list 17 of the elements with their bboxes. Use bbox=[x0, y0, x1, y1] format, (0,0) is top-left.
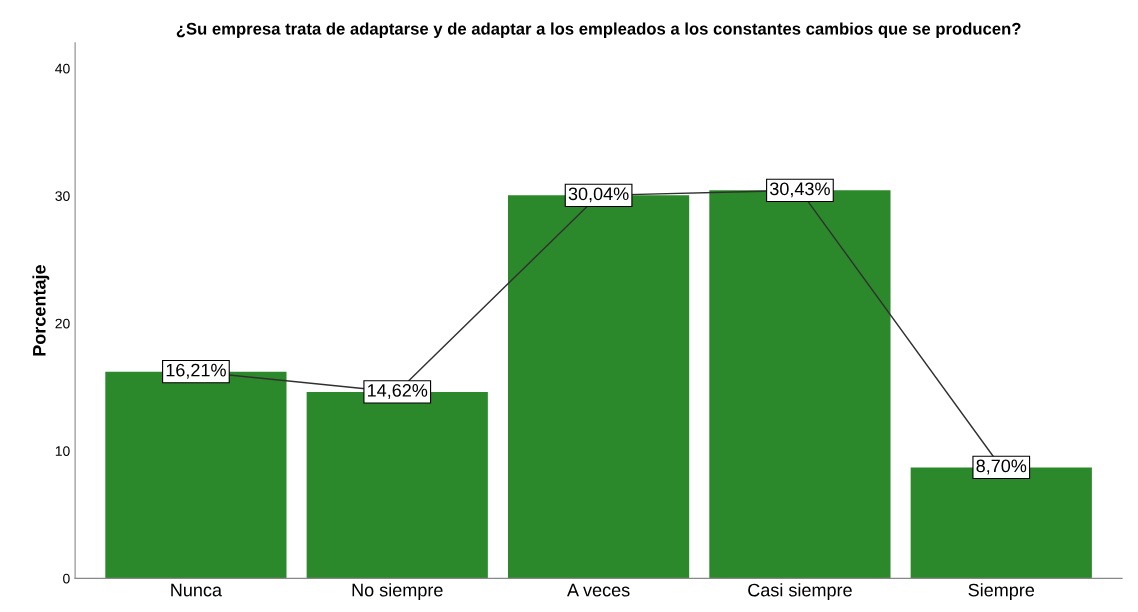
y-tick-label: 0 bbox=[63, 573, 70, 584]
data-label: 14,62% bbox=[368, 384, 428, 399]
y-tick-label: 30 bbox=[55, 191, 70, 202]
x-tick-label: Siempre bbox=[968, 583, 1035, 601]
x-tick-label: Nunca bbox=[171, 583, 223, 597]
y-tick-label: 40 bbox=[55, 63, 70, 74]
data-label: 30,04% bbox=[568, 187, 629, 203]
y-tick-label: 20 bbox=[55, 318, 70, 329]
data-label: 30,43% bbox=[770, 182, 830, 198]
y-tick-label: 10 bbox=[55, 446, 70, 457]
x-tick-label: A veces bbox=[567, 583, 630, 597]
data-label: 16,21% bbox=[166, 363, 226, 379]
x-tick-label: Casi siempre bbox=[748, 583, 852, 601]
x-tick-label: No siempre bbox=[352, 583, 443, 601]
chart-title: ¿Su empresa trata de adaptarse y de adaptar a los empleados a los constantes cambios que se producen? bbox=[176, 22, 1021, 38]
data-label: 8,70% bbox=[976, 459, 1027, 475]
y-axis-title: Porcentaje bbox=[32, 265, 50, 356]
